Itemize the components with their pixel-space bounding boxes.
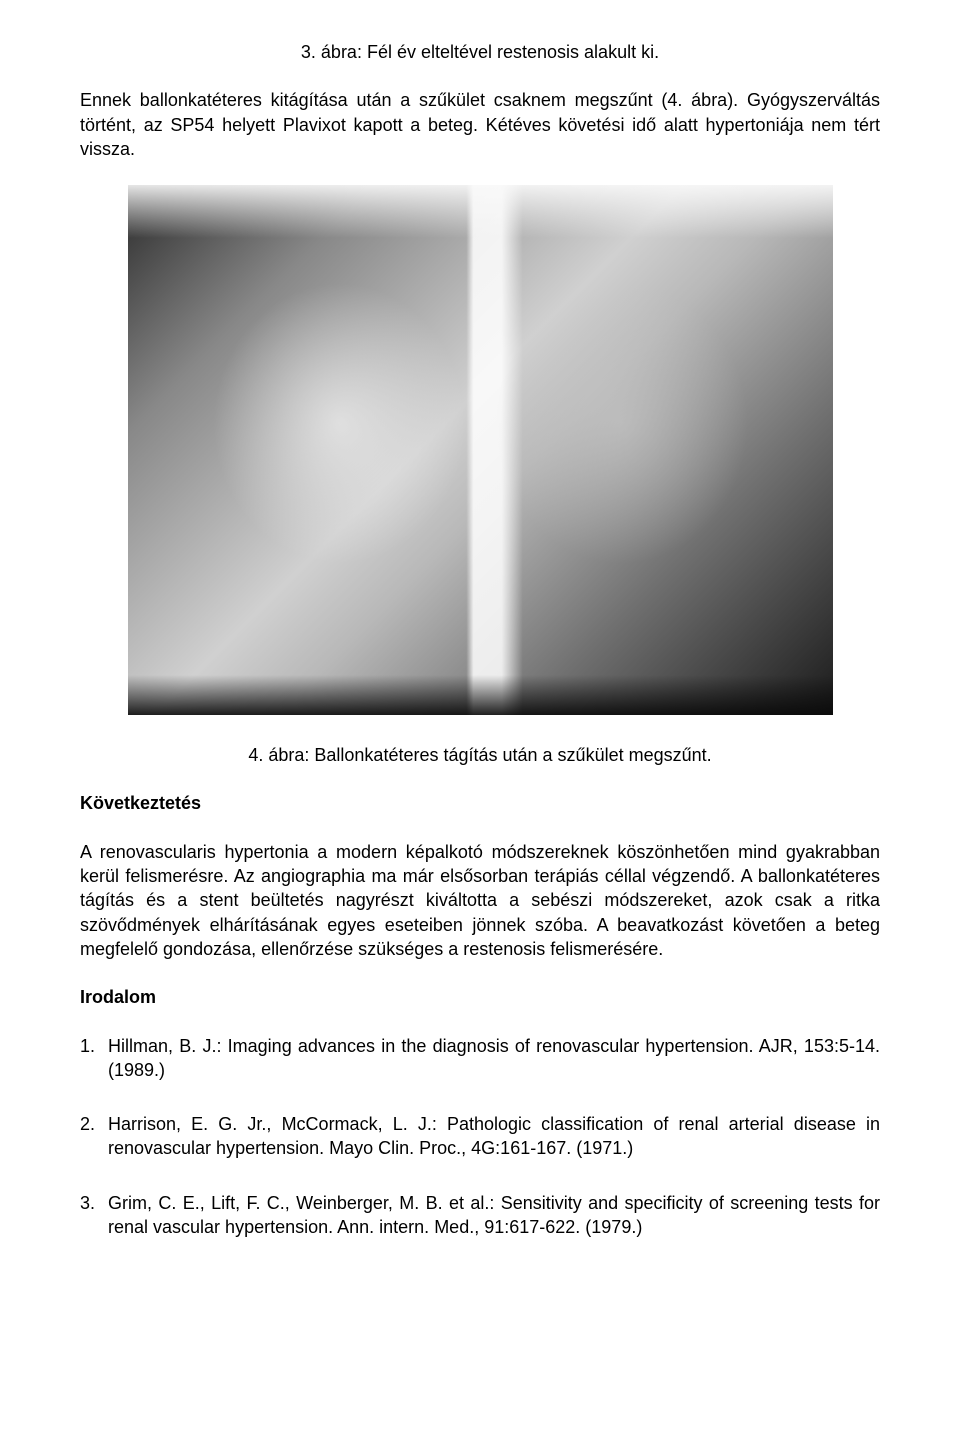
reference-item: 1. Hillman, B. J.: Imaging advances in t… <box>80 1034 880 1083</box>
reference-number: 3. <box>80 1191 108 1240</box>
reference-text: Harrison, E. G. Jr., McCormack, L. J.: P… <box>108 1112 880 1161</box>
figure-3-caption: 3. ábra: Fél év elteltével restenosis al… <box>80 40 880 64</box>
conclusion-paragraph: A renovascularis hypertonia a modern kép… <box>80 840 880 961</box>
reference-text: Grim, C. E., Lift, F. C., Weinberger, M.… <box>108 1191 880 1240</box>
reference-item: 2. Harrison, E. G. Jr., McCormack, L. J.… <box>80 1112 880 1161</box>
conclusion-heading: Következtetés <box>80 791 880 815</box>
references-list: 1. Hillman, B. J.: Imaging advances in t… <box>80 1034 880 1240</box>
reference-number: 1. <box>80 1034 108 1083</box>
reference-text: Hillman, B. J.: Imaging advances in the … <box>108 1034 880 1083</box>
references-heading: Irodalom <box>80 985 880 1009</box>
reference-item: 3. Grim, C. E., Lift, F. C., Weinberger,… <box>80 1191 880 1240</box>
reference-number: 2. <box>80 1112 108 1161</box>
figure-4-image <box>128 185 833 715</box>
figure-4-caption: 4. ábra: Ballonkatéteres tágítás után a … <box>80 743 880 767</box>
paragraph-intro: Ennek ballonkatéteres kitágítása után a … <box>80 88 880 161</box>
